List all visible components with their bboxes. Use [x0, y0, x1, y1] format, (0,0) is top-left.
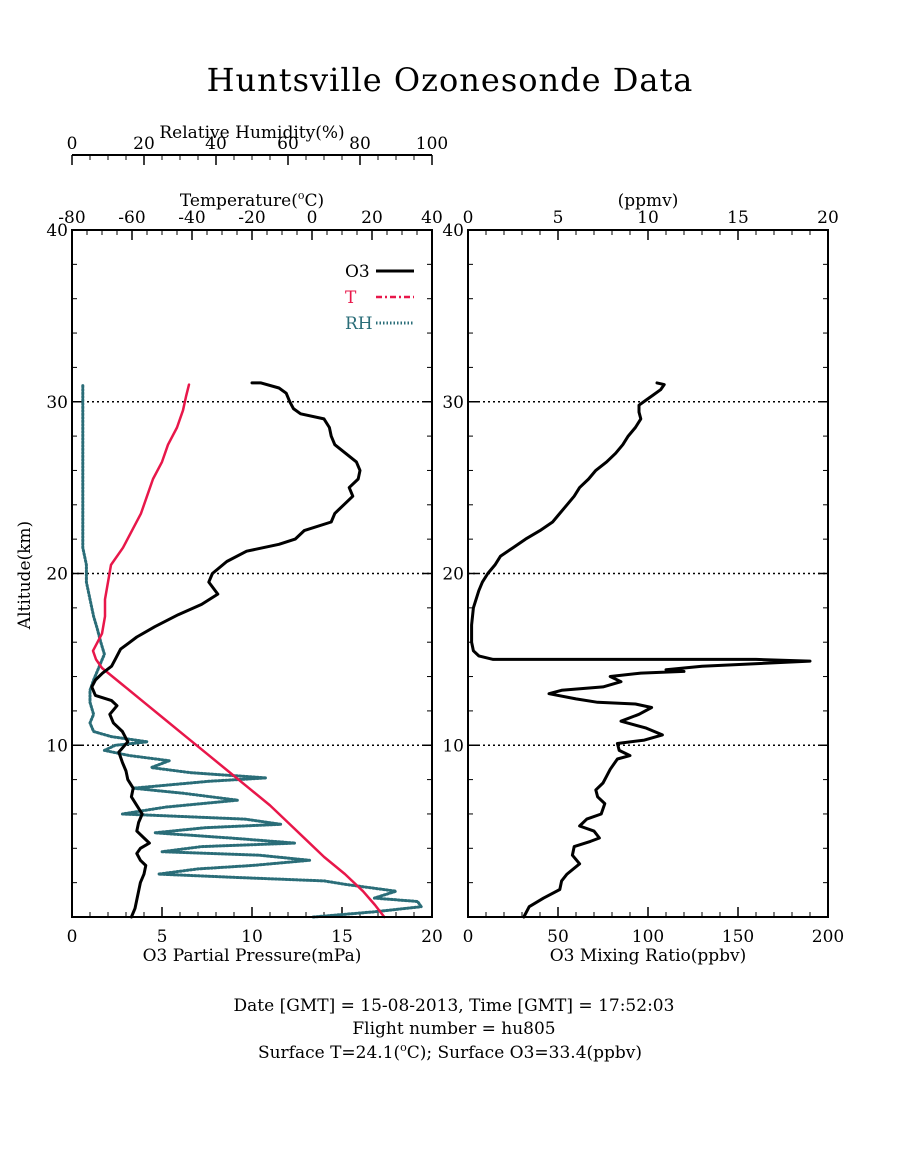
pressure-tick-label: 15 — [331, 927, 353, 947]
ppmv-tick-label: 5 — [553, 208, 564, 228]
mixing-ratio-tick-label: 0 — [463, 927, 474, 947]
temperature-tick-label: 0 — [307, 208, 318, 228]
legend: O3 T RH — [345, 262, 414, 334]
o3-mixing-ratio-line — [470, 381, 812, 919]
right-y-tick-label: 40 — [442, 221, 464, 241]
right-plot-frame — [467, 229, 829, 918]
rh-series — [81, 383, 423, 919]
humidity-tick-label: 40 — [205, 134, 227, 154]
chart-title: Huntsville Ozonesonde Data — [207, 61, 694, 99]
humidity-tick-label: 100 — [416, 134, 448, 154]
footer: Date [GMT] = 15-08-2013, Time [GMT] = 17… — [234, 996, 675, 1063]
left-ticks: 10 20 30 40 0 5 10 15 20 -80 -60 -40 -20 0 20 40 — [46, 208, 442, 947]
pressure-tick-label: 0 — [67, 927, 78, 947]
temperature-tick-label: -20 — [238, 208, 265, 228]
legend-rh-label: RH — [345, 314, 373, 334]
surface-line-degree: o — [400, 1041, 407, 1054]
right-gridlines — [468, 401, 828, 746]
temperature-tick-label: -80 — [58, 208, 85, 228]
left-panel: 10 20 30 40 0 5 10 15 20 -80 -60 -40 -20 0 20 40 0 20 40 6… — [15, 123, 448, 966]
temperature-label-degree: o — [298, 189, 305, 202]
mixing-ratio-tick-label: 50 — [547, 927, 569, 947]
ppmv-axis-label: (ppmv) — [618, 191, 679, 211]
left-gridlines — [72, 401, 432, 746]
temperature-axis-label: Temperature(oC) — [180, 189, 324, 211]
altitude-axis-label: Altitude(km) — [15, 521, 35, 630]
humidity-tick-label: 20 — [133, 134, 155, 154]
legend-t-label: T — [345, 288, 357, 308]
temperature-tick-label: 20 — [361, 208, 383, 228]
rh-profile-line — [81, 383, 423, 919]
t-profile-line — [91, 383, 386, 919]
left-plot-frame — [71, 229, 433, 918]
humidity-tick-label: 80 — [349, 134, 371, 154]
footer-date-line: Date [GMT] = 15-08-2013, Time [GMT] = 17… — [234, 996, 675, 1016]
left-y-tick-label: 20 — [46, 565, 68, 585]
right-y-tick-label: 10 — [442, 736, 464, 756]
mixing-ratio-series — [470, 381, 812, 919]
o3-series — [90, 381, 362, 919]
legend-o3-label: O3 — [345, 262, 370, 282]
left-y-tick-label: 10 — [46, 736, 68, 756]
mixing-ratio-tick-label: 100 — [632, 927, 664, 947]
temperature-tick-label: 40 — [421, 208, 443, 228]
pressure-tick-label: 10 — [241, 927, 263, 947]
footer-flight-line: Flight number = hu805 — [352, 1019, 555, 1039]
o3-pressure-axis-label: O3 Partial Pressure(mPa) — [143, 946, 362, 966]
pressure-tick-label: 20 — [421, 927, 443, 947]
pressure-tick-label: 5 — [157, 927, 168, 947]
o3-partial-pressure-line — [90, 381, 362, 919]
t-series — [91, 383, 386, 919]
left-y-tick-label: 40 — [46, 221, 68, 241]
mixing-ratio-tick-label: 200 — [812, 927, 844, 947]
temperature-tick-label: -40 — [178, 208, 205, 228]
ppmv-tick-label: 20 — [817, 208, 839, 228]
right-y-tick-label: 30 — [442, 393, 464, 413]
temperature-label-prefix: Temperature( — [180, 191, 298, 211]
temperature-label-suffix: C) — [305, 191, 325, 211]
humidity-axis-ticks: 0 20 40 60 80 100 — [67, 134, 448, 165]
ppmv-tick-label: 10 — [637, 208, 659, 228]
surface-line-suffix: C); Surface O3=33.4(ppbv) — [407, 1043, 642, 1063]
footer-surface-line: Surface T=24.1(oC); Surface O3=33.4(ppbv… — [258, 1041, 642, 1063]
right-y-tick-label: 20 — [442, 565, 464, 585]
mixing-ratio-tick-label: 150 — [722, 927, 754, 947]
humidity-tick-label: 60 — [277, 134, 299, 154]
left-y-tick-label: 30 — [46, 393, 68, 413]
mixing-ratio-axis-label: O3 Mixing Ratio(ppbv) — [550, 946, 747, 966]
surface-line-prefix: Surface T=24.1( — [258, 1043, 400, 1063]
temperature-tick-label: -60 — [118, 208, 145, 228]
ppmv-tick-label: 0 — [463, 208, 474, 228]
humidity-axis-label: Relative Humidity(%) — [159, 123, 344, 143]
humidity-tick-label: 0 — [67, 134, 78, 154]
ppmv-tick-label: 15 — [727, 208, 749, 228]
